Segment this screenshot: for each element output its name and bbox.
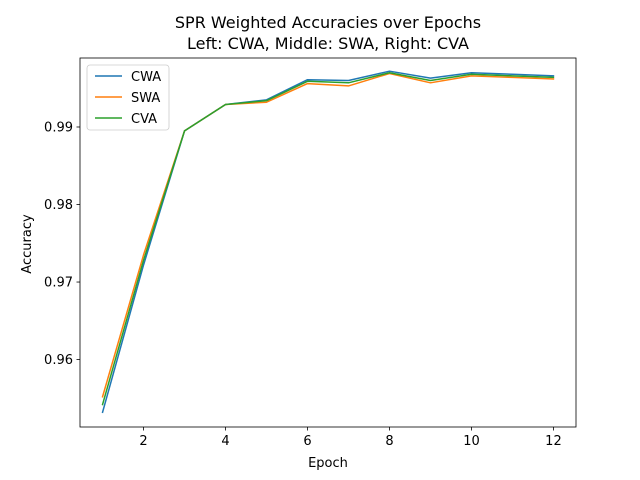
x-tick-label: 4: [221, 434, 229, 449]
y-axis-label: Accuracy: [20, 214, 35, 274]
x-tick-label: 6: [303, 434, 311, 449]
axes-frame: [79, 57, 577, 428]
plot-area: 2 4 6 8 10 12 0.96 0.97 0.98 0.99 CWA SWA CVA: [44, 57, 577, 449]
legend-box: [86, 64, 170, 131]
legend: CWA SWA CVA: [86, 64, 170, 131]
legend-label-cwa: CWA: [131, 70, 161, 85]
legend-label-cva: CVA: [131, 112, 157, 127]
x-tick-label: 2: [139, 434, 147, 449]
x-tick-label: 10: [463, 434, 480, 449]
y-tick-label: 0.98: [44, 198, 73, 213]
chart-subtitle: Left: CWA, Middle: SWA, Right: CVA: [187, 34, 469, 53]
x-tick-label: 12: [545, 434, 562, 449]
y-tick-label: 0.96: [44, 353, 73, 368]
series-line-cva: [101, 71, 555, 406]
legend-label-swa: SWA: [131, 91, 160, 106]
y-tick-label: 0.99: [44, 120, 73, 135]
chart-title: SPR Weighted Accuracies over Epochs: [175, 13, 481, 32]
x-tick-label: 8: [385, 434, 393, 449]
y-tick-label: 0.97: [44, 276, 73, 291]
x-axis-label: Epoch: [308, 456, 348, 471]
